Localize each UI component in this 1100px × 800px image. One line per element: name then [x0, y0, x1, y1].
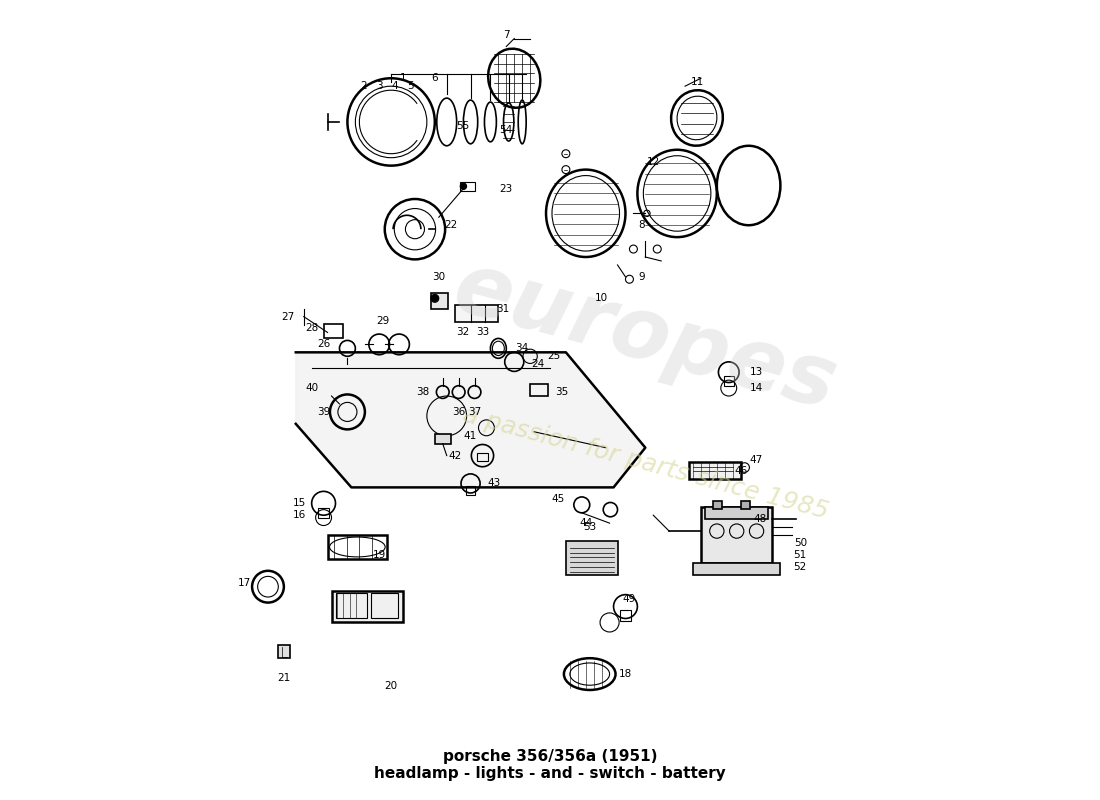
Bar [740, 501, 750, 509]
Bar [565, 542, 617, 574]
Text: 39: 39 [317, 407, 330, 417]
Text: 24: 24 [531, 359, 544, 370]
Polygon shape [296, 352, 646, 487]
Text: 43: 43 [487, 478, 500, 489]
Text: 2: 2 [360, 81, 366, 91]
Text: 34: 34 [516, 343, 529, 354]
Text: 45: 45 [551, 494, 564, 504]
Text: 10: 10 [595, 294, 608, 303]
Text: 33: 33 [476, 327, 490, 338]
Text: 46: 46 [734, 466, 747, 477]
Text: 15: 15 [293, 498, 307, 508]
Text: 6: 6 [431, 74, 438, 83]
Text: 14: 14 [750, 383, 763, 393]
Text: 23: 23 [499, 185, 513, 194]
Text: 22: 22 [444, 220, 458, 230]
Bar [701, 507, 772, 563]
Bar [434, 434, 451, 444]
Text: 36: 36 [452, 407, 465, 417]
Text: 52: 52 [793, 562, 807, 572]
Bar [724, 376, 734, 386]
Text: 3: 3 [376, 81, 383, 91]
Text: 44: 44 [579, 518, 593, 528]
Text: 18: 18 [619, 669, 632, 679]
Text: 30: 30 [432, 272, 446, 282]
Text: 27: 27 [282, 311, 295, 322]
Text: 26: 26 [317, 339, 330, 350]
Text: 50: 50 [794, 538, 806, 548]
Text: 12: 12 [647, 157, 660, 166]
Text: 38: 38 [416, 387, 429, 397]
Bar [454, 305, 498, 322]
Text: 28: 28 [305, 323, 318, 334]
Text: 8: 8 [638, 220, 645, 230]
Text: 11: 11 [691, 78, 704, 87]
Circle shape [460, 183, 466, 190]
Bar [323, 324, 343, 338]
Text: 5: 5 [408, 81, 415, 91]
Bar [318, 508, 329, 518]
Text: 16: 16 [293, 510, 307, 520]
Text: 19: 19 [373, 550, 386, 560]
Text: 29: 29 [376, 315, 389, 326]
Text: 49: 49 [623, 594, 636, 604]
Text: 31: 31 [496, 304, 509, 314]
Bar [689, 462, 740, 479]
Bar [530, 384, 548, 396]
Text: 21: 21 [277, 673, 290, 683]
Circle shape [431, 294, 439, 302]
Text: 7: 7 [503, 30, 509, 39]
Text: 54: 54 [499, 125, 513, 135]
Text: 13: 13 [750, 367, 763, 377]
Text: 47: 47 [750, 454, 763, 465]
Bar [693, 563, 780, 574]
Bar [328, 535, 387, 559]
Bar [465, 486, 475, 495]
Text: 4: 4 [392, 81, 398, 91]
Text: 41: 41 [464, 430, 477, 441]
Text: europes: europes [446, 246, 846, 427]
Bar [705, 507, 769, 519]
Bar [620, 610, 631, 621]
Text: 37: 37 [468, 407, 481, 417]
Text: 20: 20 [385, 681, 398, 691]
Text: 40: 40 [305, 383, 318, 393]
Bar [331, 590, 403, 622]
Text: 1: 1 [399, 74, 406, 83]
Bar [372, 593, 398, 618]
Text: 53: 53 [583, 522, 596, 532]
Text: 17: 17 [238, 578, 251, 588]
Text: 25: 25 [548, 351, 561, 362]
Text: 48: 48 [754, 514, 767, 524]
Text: 35: 35 [556, 387, 569, 397]
Bar [713, 501, 723, 509]
Bar [336, 593, 367, 618]
Bar [460, 182, 474, 191]
Text: 9: 9 [638, 272, 645, 282]
Bar [431, 293, 449, 309]
Bar [477, 454, 488, 461]
Text: 55: 55 [456, 121, 470, 131]
Text: porsche 356/356a (1951)
headlamp - lights - and - switch - battery: porsche 356/356a (1951) headlamp - light… [374, 749, 726, 782]
Text: 42: 42 [448, 450, 461, 461]
Bar [277, 646, 290, 658]
Text: 32: 32 [456, 327, 470, 338]
Text: a passion for parts since 1985: a passion for parts since 1985 [460, 403, 830, 524]
Text: 51: 51 [793, 550, 807, 560]
